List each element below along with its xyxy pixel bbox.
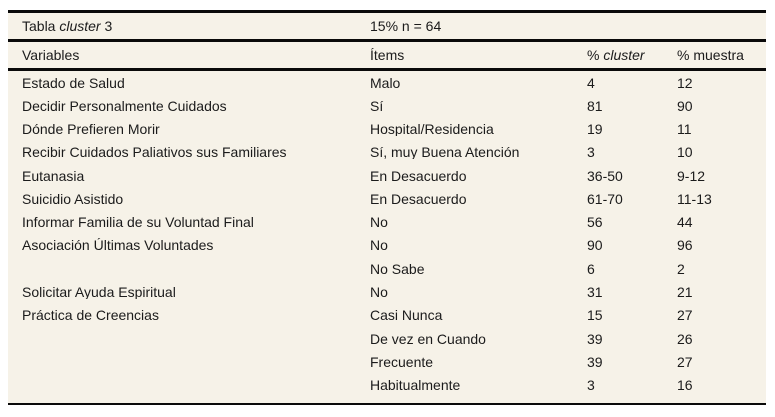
table-row: Recibir Cuidados Paliativos sus Familiar… xyxy=(8,141,766,164)
cell-item: En Desacuerdo xyxy=(370,191,467,206)
cell-pct-muestra: 96 xyxy=(677,238,693,253)
column-header-variables: Variables xyxy=(22,48,80,62)
cell-pct-muestra: 44 xyxy=(677,215,693,230)
cell-variable: Solicitar Ayuda Espiritual xyxy=(22,285,176,300)
table-row: Eutanasia En Desacuerdo 36-50 9-12 xyxy=(8,164,766,187)
table-title: Tabla cluster 3 xyxy=(8,19,370,33)
cell-variable: Informar Familia de su Voluntad Final xyxy=(22,215,254,230)
cell-pct-muestra: 16 xyxy=(677,378,693,393)
table-row: Frecuente 39 27 xyxy=(8,350,766,373)
cell-variable: Asociación Últimas Voluntades xyxy=(22,238,214,253)
cell-variable: Estado de Salud xyxy=(22,75,125,90)
cell-pct-cluster: 81 xyxy=(587,98,603,113)
table-row: Decidir Personalmente Cuidados Sí 81 90 xyxy=(8,94,766,117)
cell-item: En Desacuerdo xyxy=(370,168,467,183)
cell-pct-muestra: 2 xyxy=(677,261,685,276)
cell-pct-muestra: 9-12 xyxy=(677,168,706,183)
cell-item: De vez en Cuando xyxy=(370,331,486,346)
cell-item: No xyxy=(370,285,388,300)
cell-pct-muestra: 27 xyxy=(677,354,693,369)
table-row: No Sabe 6 2 xyxy=(8,257,766,280)
cell-pct-cluster: 15 xyxy=(587,308,603,323)
cell-pct-muestra: 10 xyxy=(677,145,693,160)
column-header-items: Ítems xyxy=(370,48,405,62)
column-header-pct-cluster: % cluster xyxy=(587,48,677,62)
pct-cluster-italic: cluster xyxy=(603,48,645,62)
cell-item: Sí, muy Buena Atención xyxy=(370,145,520,160)
cell-pct-muestra: 27 xyxy=(677,308,693,323)
table-row: Solicitar Ayuda Espiritual No 31 21 xyxy=(8,280,766,303)
table-row: Habitualmente 3 16 xyxy=(8,373,766,396)
cell-pct-cluster: 19 xyxy=(587,122,603,137)
cell-pct-cluster: 61-70 xyxy=(587,191,623,206)
cell-item: No xyxy=(370,215,388,230)
cell-pct-cluster: 3 xyxy=(587,378,595,393)
cell-pct-cluster: 39 xyxy=(587,354,603,369)
table-row: Suicidio Asistido En Desacuerdo 61-70 11… xyxy=(8,187,766,210)
table-body: Estado de Salud Malo 4 12 Decidir Person… xyxy=(8,71,766,397)
column-header-pct-muestra: % muestra xyxy=(677,48,744,62)
pct-cluster-prefix: % xyxy=(587,48,604,62)
table-row: De vez en Cuando 39 26 xyxy=(8,327,766,350)
cell-item: Frecuente xyxy=(370,354,434,369)
cell-pct-cluster: 3 xyxy=(587,145,595,160)
table-row: Asociación Últimas Voluntades No 90 96 xyxy=(8,234,766,257)
cell-pct-muestra: 11-13 xyxy=(677,191,712,206)
cell-variable: Decidir Personalmente Cuidados xyxy=(22,98,227,113)
cell-variable: Recibir Cuidados Paliativos sus Familiar… xyxy=(22,145,287,160)
cell-pct-cluster: 56 xyxy=(587,215,603,230)
cell-item: Hospital/Residencia xyxy=(370,122,494,137)
cell-item: Habitualmente xyxy=(370,378,461,393)
cell-pct-cluster: 31 xyxy=(587,285,603,300)
cell-item: Casi Nunca xyxy=(370,308,443,323)
table-title-suffix: 3 xyxy=(100,19,113,33)
cell-pct-muestra: 11 xyxy=(677,122,692,137)
cell-pct-muestra: 21 xyxy=(677,285,693,300)
cell-pct-cluster: 36-50 xyxy=(587,168,623,183)
table-subtitle: 15% n = 64 xyxy=(370,19,442,33)
cell-item: No Sabe xyxy=(370,261,425,276)
cell-pct-muestra: 12 xyxy=(677,75,693,90)
table-title-prefix: Tabla xyxy=(22,19,60,33)
cell-item: Sí xyxy=(370,98,384,113)
cell-variable: Dónde Prefieren Morir xyxy=(22,122,160,137)
cell-variable: Eutanasia xyxy=(22,168,85,183)
cell-pct-cluster: 4 xyxy=(587,75,595,90)
cell-pct-cluster: 90 xyxy=(587,238,603,253)
cell-pct-cluster: 6 xyxy=(587,261,595,276)
cell-pct-muestra: 26 xyxy=(677,331,693,346)
cell-variable: Suicidio Asistido xyxy=(22,191,124,206)
table-header-row: Variables Ítems % cluster % muestra xyxy=(8,42,766,71)
table-row: Dónde Prefieren Morir Hospital/Residenci… xyxy=(8,118,766,141)
cell-item: Malo xyxy=(370,75,401,90)
table-caption-row: Tabla cluster 3 15% n = 64 xyxy=(8,13,766,42)
table-row: Práctica de Creencias Casi Nunca 15 27 xyxy=(8,304,766,327)
cell-pct-muestra: 90 xyxy=(677,98,693,113)
cell-variable: Práctica de Creencias xyxy=(22,308,159,323)
table-row: Estado de Salud Malo 4 12 xyxy=(8,71,766,94)
table-title-italic: cluster xyxy=(59,19,101,33)
table-cluster-3: Tabla cluster 3 15% n = 64 Variables Íte… xyxy=(8,10,766,405)
table-row: Informar Familia de su Voluntad Final No… xyxy=(8,211,766,234)
cell-pct-cluster: 39 xyxy=(587,331,603,346)
cell-item: No xyxy=(370,238,388,253)
